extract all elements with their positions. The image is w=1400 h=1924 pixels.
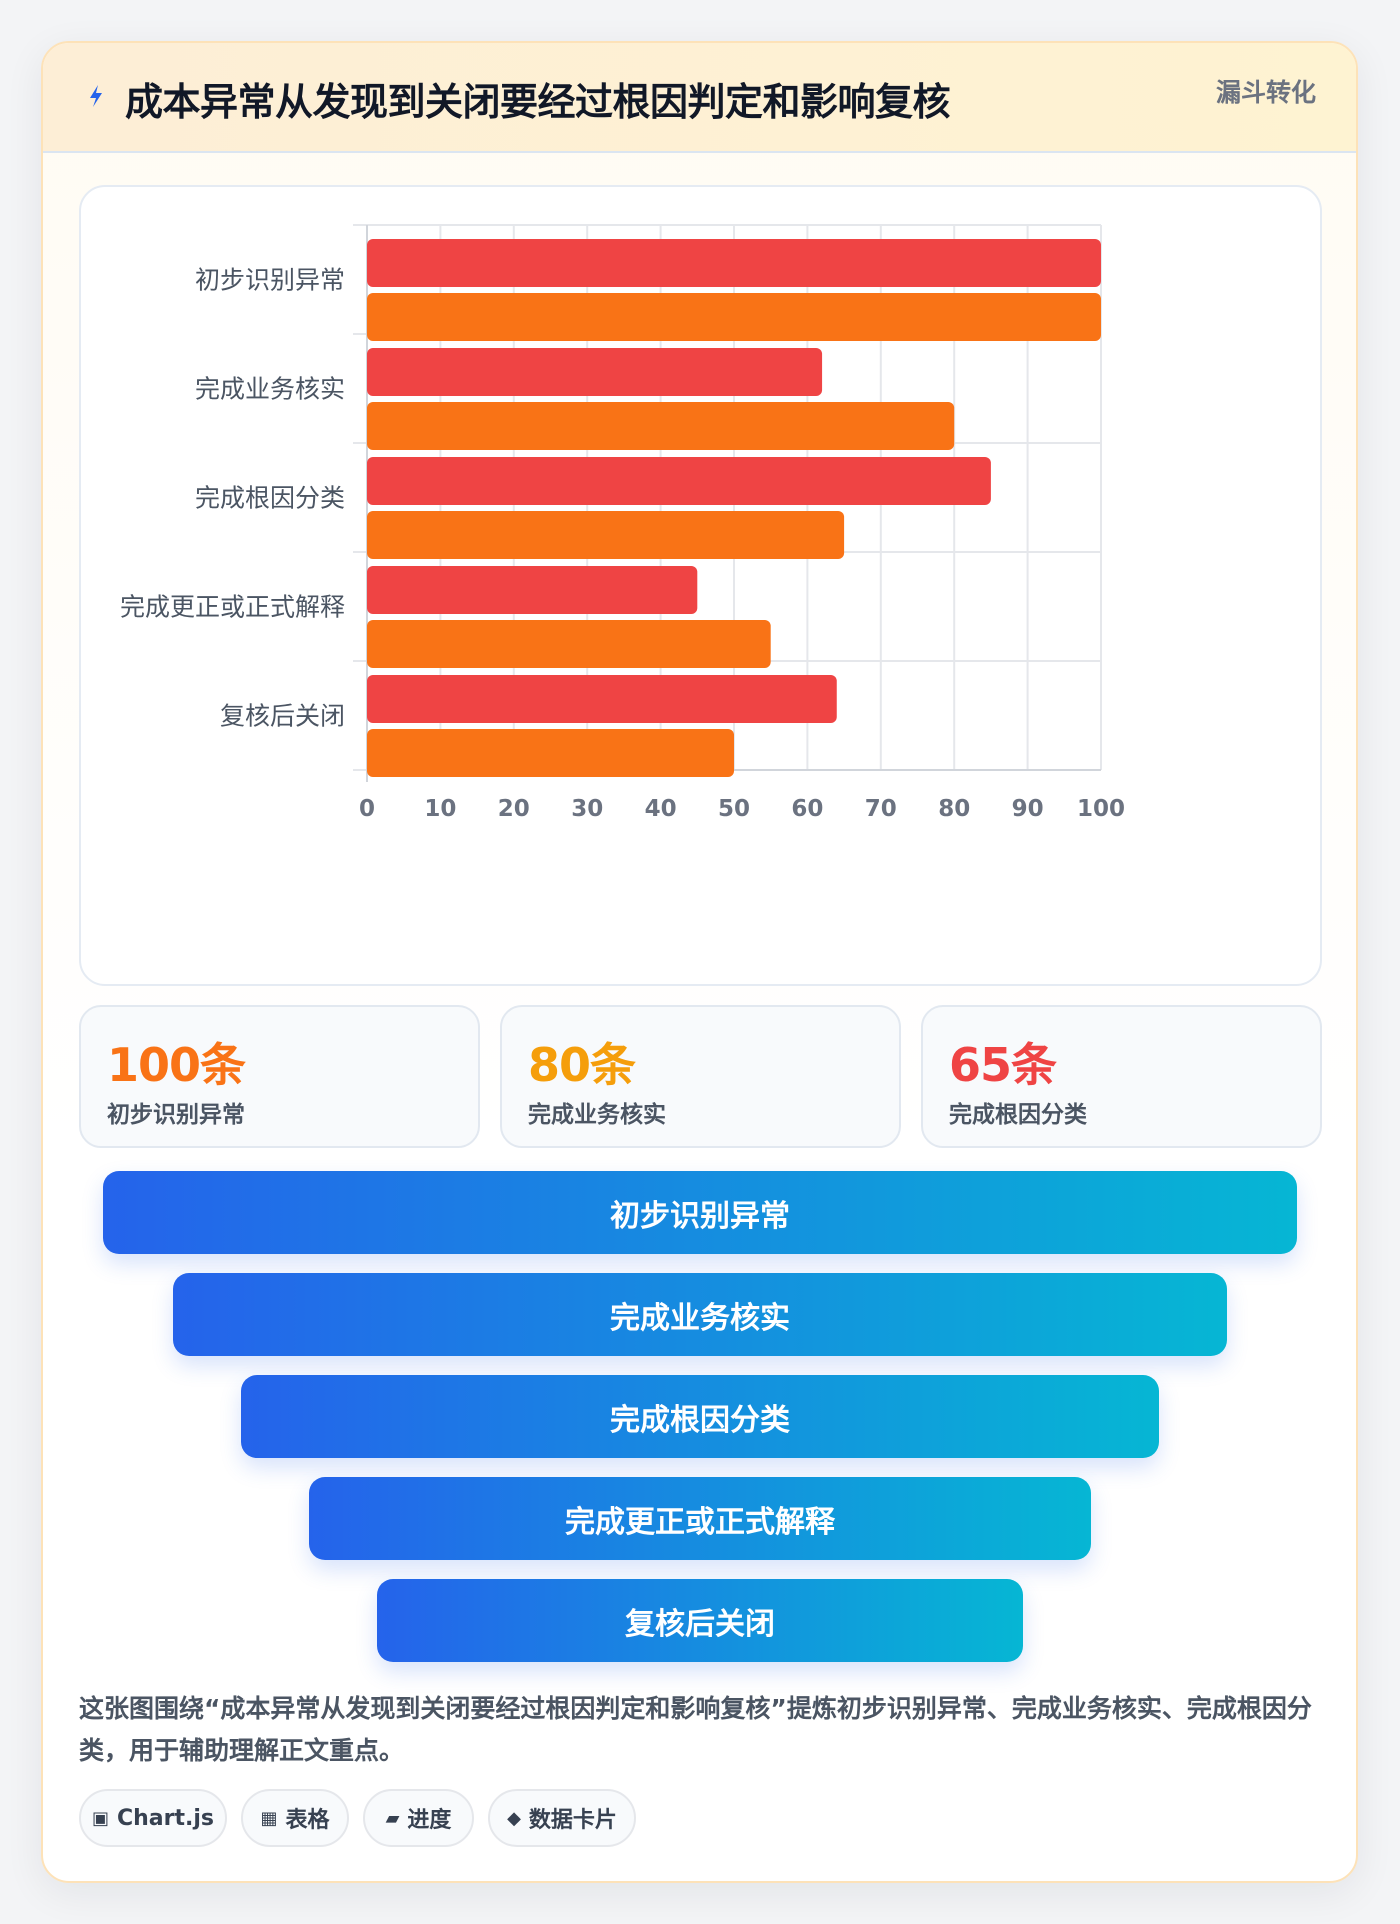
bar xyxy=(367,729,734,777)
x-tick-label: 0 xyxy=(359,796,375,822)
y-tick-label: 完成更正或正式解释 xyxy=(120,593,345,622)
bar xyxy=(367,620,771,668)
x-tick-label: 40 xyxy=(645,796,677,822)
stat-value: 65条 xyxy=(949,1038,1057,1092)
table-icon: ▦ xyxy=(260,1807,278,1829)
y-tick-label: 初步识别异常 xyxy=(195,266,345,295)
stat-card: 65条 完成根因分类 xyxy=(921,1005,1322,1148)
chip-table[interactable]: ▦ 表格 xyxy=(241,1789,349,1847)
summary-text: 这张图围绕“成本异常从发现到关闭要经过根因判定和影响复核”提炼初步识别异常、完成… xyxy=(79,1694,1312,1765)
bar xyxy=(367,457,991,505)
stat-label: 完成根因分类 xyxy=(949,1102,1087,1128)
bar xyxy=(367,566,698,614)
x-tick-label: 90 xyxy=(1012,796,1044,822)
x-tick-label: 80 xyxy=(938,796,970,822)
x-tick-label: 20 xyxy=(498,796,530,822)
chip-progress[interactable]: ▰ 进度 xyxy=(363,1789,474,1847)
chip-chartjs[interactable]: ▣ Chart.js xyxy=(79,1789,227,1847)
chip-label: 进度 xyxy=(407,1808,452,1833)
bar xyxy=(367,402,955,450)
x-tick-label: 100 xyxy=(1077,796,1125,822)
funnel-stage: 完成根因分类 xyxy=(241,1375,1159,1458)
funnel-stage: 完成更正或正式解释 xyxy=(309,1477,1091,1560)
y-tick-label: 完成根因分类 xyxy=(195,484,345,513)
stat-value: 100条 xyxy=(107,1038,246,1092)
x-tick-label: 10 xyxy=(424,796,456,822)
page-title: 成本异常从发现到关闭要经过根因判定和影响复核 xyxy=(125,80,951,124)
chart-panel: 初步识别异常 完成业务核实 完成根因分类完成更正或正式解释复核后关闭 0 10 20 30 4… xyxy=(79,185,1322,986)
stat-card: 80条 完成业务核实 xyxy=(500,1005,901,1148)
progress-icon: ▰ xyxy=(385,1807,400,1829)
bar xyxy=(367,675,837,723)
x-tick-label: 30 xyxy=(571,796,603,822)
tag-chips: ▣ Chart.js ▦ 表格 ▰ 进度 ◆ 数据卡片 xyxy=(79,1789,1324,1847)
chart-icon: ▣ xyxy=(91,1807,109,1829)
x-tick-label: 60 xyxy=(791,796,823,822)
funnel: 初步识别异常 完成业务核实 完成根因分类 完成更正或正式解释 复核后关闭 xyxy=(43,1171,1356,1671)
card-header: 成本异常从发现到关闭要经过根因判定和影响复核 漏斗转化 xyxy=(43,43,1356,153)
stat-label: 初步识别异常 xyxy=(107,1102,245,1128)
chip-label: Chart.js xyxy=(117,1805,215,1831)
stat-cards: 100条 初步识别异常 80条 完成业务核实 65条 完成根因分类 xyxy=(79,1005,1322,1148)
infographic-card: 成本异常从发现到关闭要经过根因判定和影响复核 漏斗转化 初步识别异常 完成业务核实… xyxy=(41,41,1358,1883)
x-tick-label: 50 xyxy=(718,796,750,822)
y-tick-label: 完成业务核实 xyxy=(195,375,345,404)
lightning-icon xyxy=(90,85,102,107)
funnel-stage: 复核后关闭 xyxy=(377,1579,1023,1662)
bar xyxy=(367,239,1101,287)
bar xyxy=(367,293,1101,341)
funnel-stage: 完成业务核实 xyxy=(173,1273,1227,1356)
y-tick-label: 复核后关闭 xyxy=(220,702,345,731)
chart-type-tag: 漏斗转化 xyxy=(1215,78,1316,107)
chip-data-card[interactable]: ◆ 数据卡片 xyxy=(488,1789,636,1847)
funnel-stage: 初步识别异常 xyxy=(103,1171,1297,1254)
stat-label: 完成业务核实 xyxy=(528,1102,666,1128)
bar xyxy=(367,348,823,396)
x-tick-label: 70 xyxy=(865,796,897,822)
chip-label: 数据卡片 xyxy=(528,1808,617,1833)
stat-card: 100条 初步识别异常 xyxy=(79,1005,480,1148)
chip-label: 表格 xyxy=(285,1808,330,1833)
stat-value: 80条 xyxy=(528,1038,636,1092)
bar xyxy=(367,511,845,559)
card-icon: ◆ xyxy=(507,1807,521,1829)
